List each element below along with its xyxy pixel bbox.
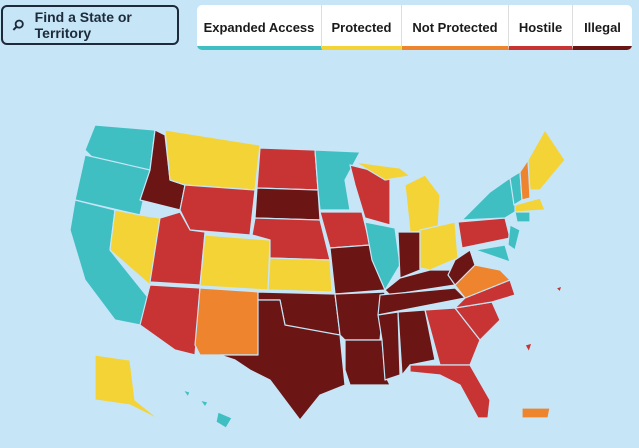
search-icon <box>12 19 24 31</box>
search-placeholder: Find a State or Territory <box>34 9 132 41</box>
legend-tab[interactable]: Hostile <box>509 5 573 50</box>
legend-tab[interactable]: Protected <box>322 5 402 50</box>
legend-tab[interactable]: Illegal <box>573 5 632 50</box>
legend-tabs: Expanded Access Protected Not Protected … <box>197 5 632 50</box>
states <box>69 124 566 429</box>
legend-tab[interactable]: Not Protected <box>402 5 509 50</box>
search-box[interactable]: Find a State or Territory <box>1 5 179 45</box>
legend-tab[interactable]: Expanded Access <box>197 5 322 50</box>
